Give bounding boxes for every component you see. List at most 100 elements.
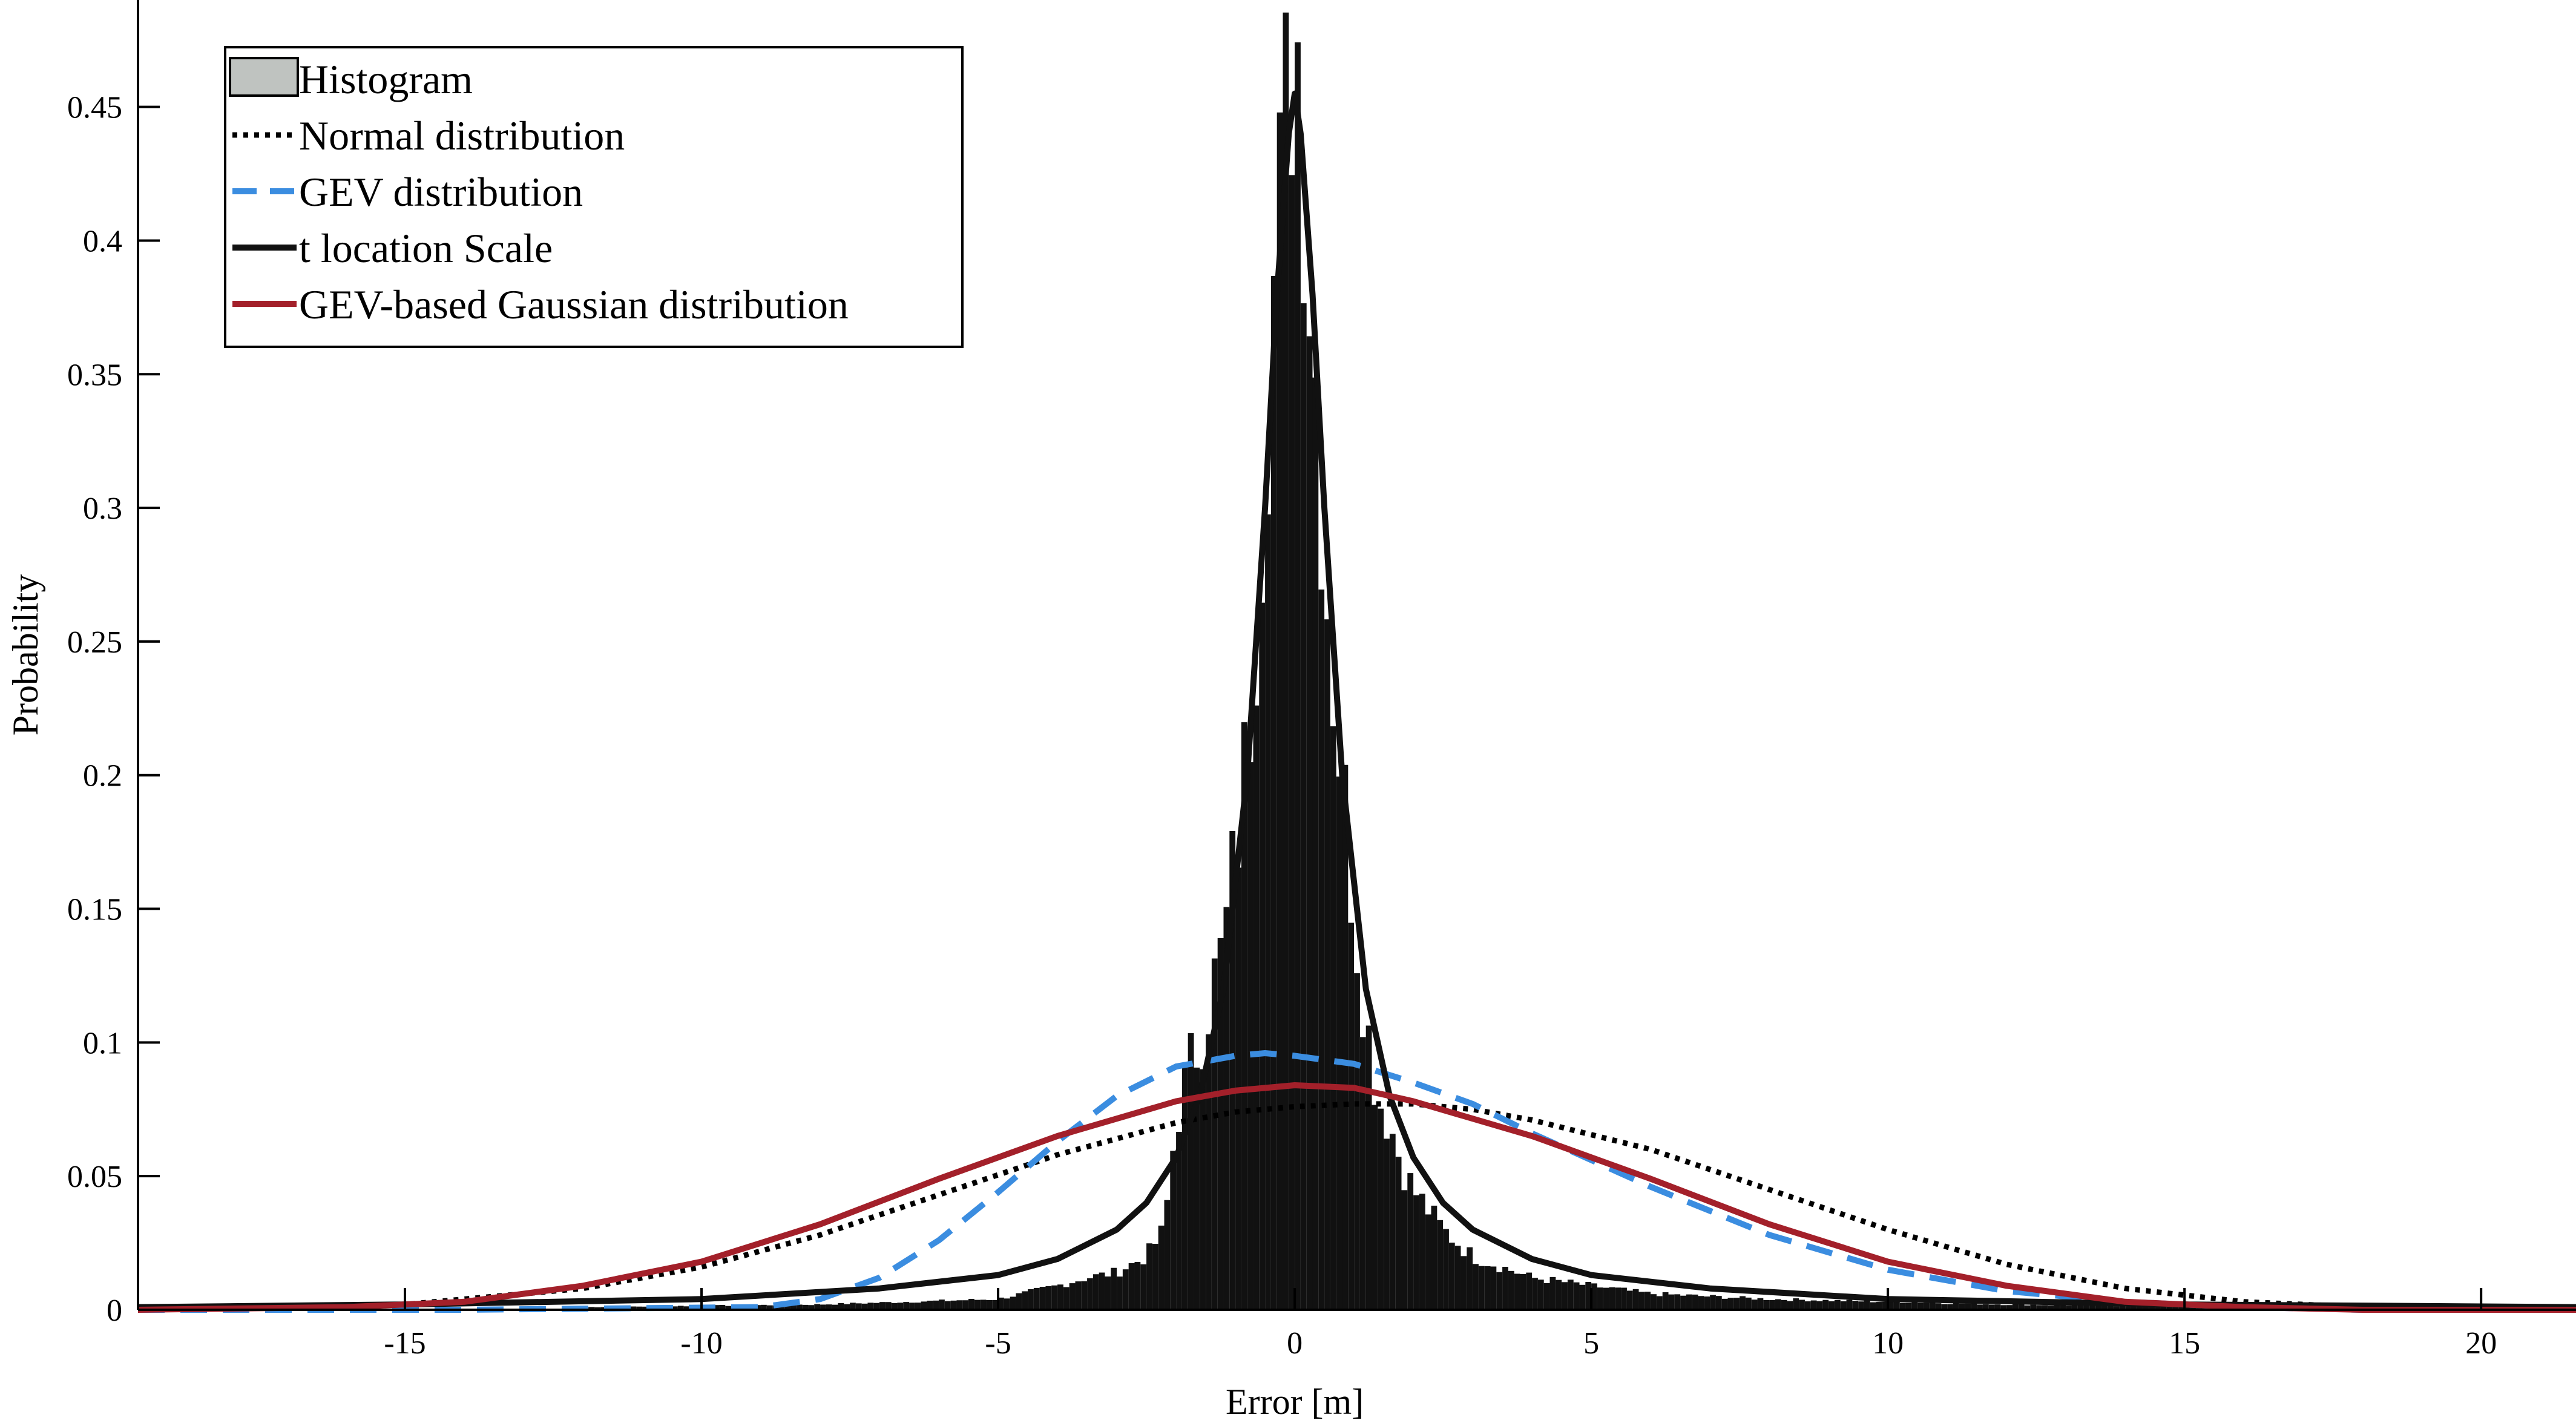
histogram-bar <box>2054 1304 2060 1310</box>
histogram-bar <box>855 1303 862 1310</box>
histogram-bar <box>1295 42 1301 1310</box>
histogram-bar <box>2018 1304 2025 1310</box>
histogram-bar <box>1490 1266 1497 1310</box>
histogram-bar <box>885 1302 892 1310</box>
histogram-bar <box>944 1301 951 1310</box>
histogram-bar <box>1781 1300 1787 1310</box>
histogram-bar <box>1270 275 1277 1310</box>
histogram-bar <box>1217 938 1224 1310</box>
histogram-bar <box>1537 1280 1544 1310</box>
histogram-bar <box>1473 1264 1479 1310</box>
histogram-bar <box>2178 1306 2185 1310</box>
histogram-bar <box>1010 1296 1016 1310</box>
histogram-bar <box>962 1300 969 1310</box>
histogram-bar <box>1935 1303 1942 1310</box>
histogram-bar <box>2107 1306 2114 1310</box>
histogram-bar <box>1164 1200 1171 1310</box>
histogram-bar <box>1140 1264 1147 1310</box>
histogram-bar <box>1876 1302 1882 1310</box>
histogram-bar <box>1715 1296 1722 1310</box>
histogram-bar <box>921 1301 927 1310</box>
histogram-bar <box>2143 1305 2149 1310</box>
x-tick-label: -15 <box>384 1326 426 1361</box>
histogram-bar <box>998 1297 1004 1310</box>
histogram-bar <box>1389 1134 1396 1310</box>
histogram-bar <box>1994 1304 2001 1310</box>
histogram-bar <box>1259 602 1266 1310</box>
histogram-bar <box>1247 762 1254 1310</box>
histogram-bar <box>1283 12 1289 1310</box>
histogram-bar <box>2095 1304 2101 1310</box>
series-line <box>137 1082 2576 1313</box>
histogram-bar <box>2071 1305 2078 1310</box>
histogram-bar <box>1870 1302 1876 1310</box>
histogram-bar <box>1039 1287 1046 1310</box>
histogram-bar <box>672 1306 678 1310</box>
histogram-bar <box>1621 1287 1627 1310</box>
histogram-bar <box>2131 1306 2137 1310</box>
y-tick-label: 0.4 <box>83 224 122 258</box>
histogram-bar <box>2184 1306 2190 1310</box>
histogram-bar <box>1223 907 1230 1310</box>
histogram-bar <box>1686 1294 1692 1310</box>
histogram-bar <box>2155 1306 2161 1310</box>
histogram-bar <box>1134 1262 1141 1310</box>
histogram-bar <box>1941 1304 1948 1310</box>
histogram-bar <box>719 1305 726 1310</box>
histogram-bar <box>1769 1300 1775 1310</box>
histogram-bar <box>1757 1298 1764 1310</box>
histogram-bar <box>1057 1284 1063 1310</box>
histogram-bar <box>2101 1305 2108 1310</box>
histogram-bar <box>1211 958 1218 1310</box>
histogram-bar <box>1864 1300 1870 1310</box>
histogram-bar <box>1419 1194 1425 1310</box>
histogram-bar <box>1710 1295 1716 1310</box>
histogram-bar <box>1852 1301 1859 1310</box>
x-tick-label: 15 <box>2169 1326 2200 1361</box>
histogram-bar <box>1893 1301 1900 1310</box>
histogram-bar <box>891 1303 898 1310</box>
histogram-bar <box>1365 1025 1372 1310</box>
y-tick-label: 0 <box>107 1293 122 1328</box>
histogram-bar <box>1721 1298 1728 1310</box>
histogram-bar <box>1484 1266 1491 1310</box>
y-tick-label: 0.25 <box>67 625 122 660</box>
histogram-bar <box>1359 1037 1366 1310</box>
histogram-bar <box>1152 1244 1158 1310</box>
histogram-bar <box>761 1304 767 1310</box>
histogram-bar <box>1289 175 1295 1310</box>
histogram-bar <box>1763 1300 1770 1310</box>
histogram-bar <box>1810 1300 1817 1310</box>
histogram-bar <box>1556 1280 1562 1310</box>
histogram-bar <box>1496 1272 1503 1310</box>
histogram-bar <box>2149 1306 2155 1310</box>
histogram-bar <box>992 1300 999 1310</box>
histogram-bar <box>1585 1281 1592 1310</box>
histogram-bar <box>1336 776 1342 1310</box>
histogram-bar <box>2077 1304 2084 1310</box>
histogram-bar <box>1603 1287 1609 1310</box>
histogram-bar <box>1229 830 1236 1310</box>
histogram-bar <box>1514 1273 1520 1310</box>
histogram-bar <box>814 1304 821 1310</box>
histogram-bar <box>873 1303 880 1310</box>
y-axis-title: Probability <box>5 574 45 736</box>
histogram-bar <box>1775 1299 1781 1310</box>
histogram-bar <box>1378 1108 1384 1310</box>
x-axis-ticks: -15 -10 -5 0 5 10 15 20 <box>384 1288 2497 1361</box>
histogram-bar <box>2113 1306 2120 1310</box>
histogram-bar <box>933 1300 939 1310</box>
histogram-bar <box>897 1303 904 1310</box>
histogram-bar <box>1324 619 1330 1310</box>
histogram-bar <box>2089 1306 2096 1310</box>
histogram-bar <box>1977 1304 1983 1310</box>
histogram-bar <box>1312 377 1319 1310</box>
histogram-bar <box>2125 1306 2131 1310</box>
histogram-bar <box>600 1307 607 1310</box>
y-tick-label: 0.3 <box>83 491 122 526</box>
histogram-bar <box>980 1300 987 1310</box>
histogram-bar <box>1092 1274 1099 1310</box>
histogram-bar <box>1745 1297 1752 1310</box>
histogram-bar <box>826 1304 832 1310</box>
histogram-bar <box>950 1300 957 1310</box>
